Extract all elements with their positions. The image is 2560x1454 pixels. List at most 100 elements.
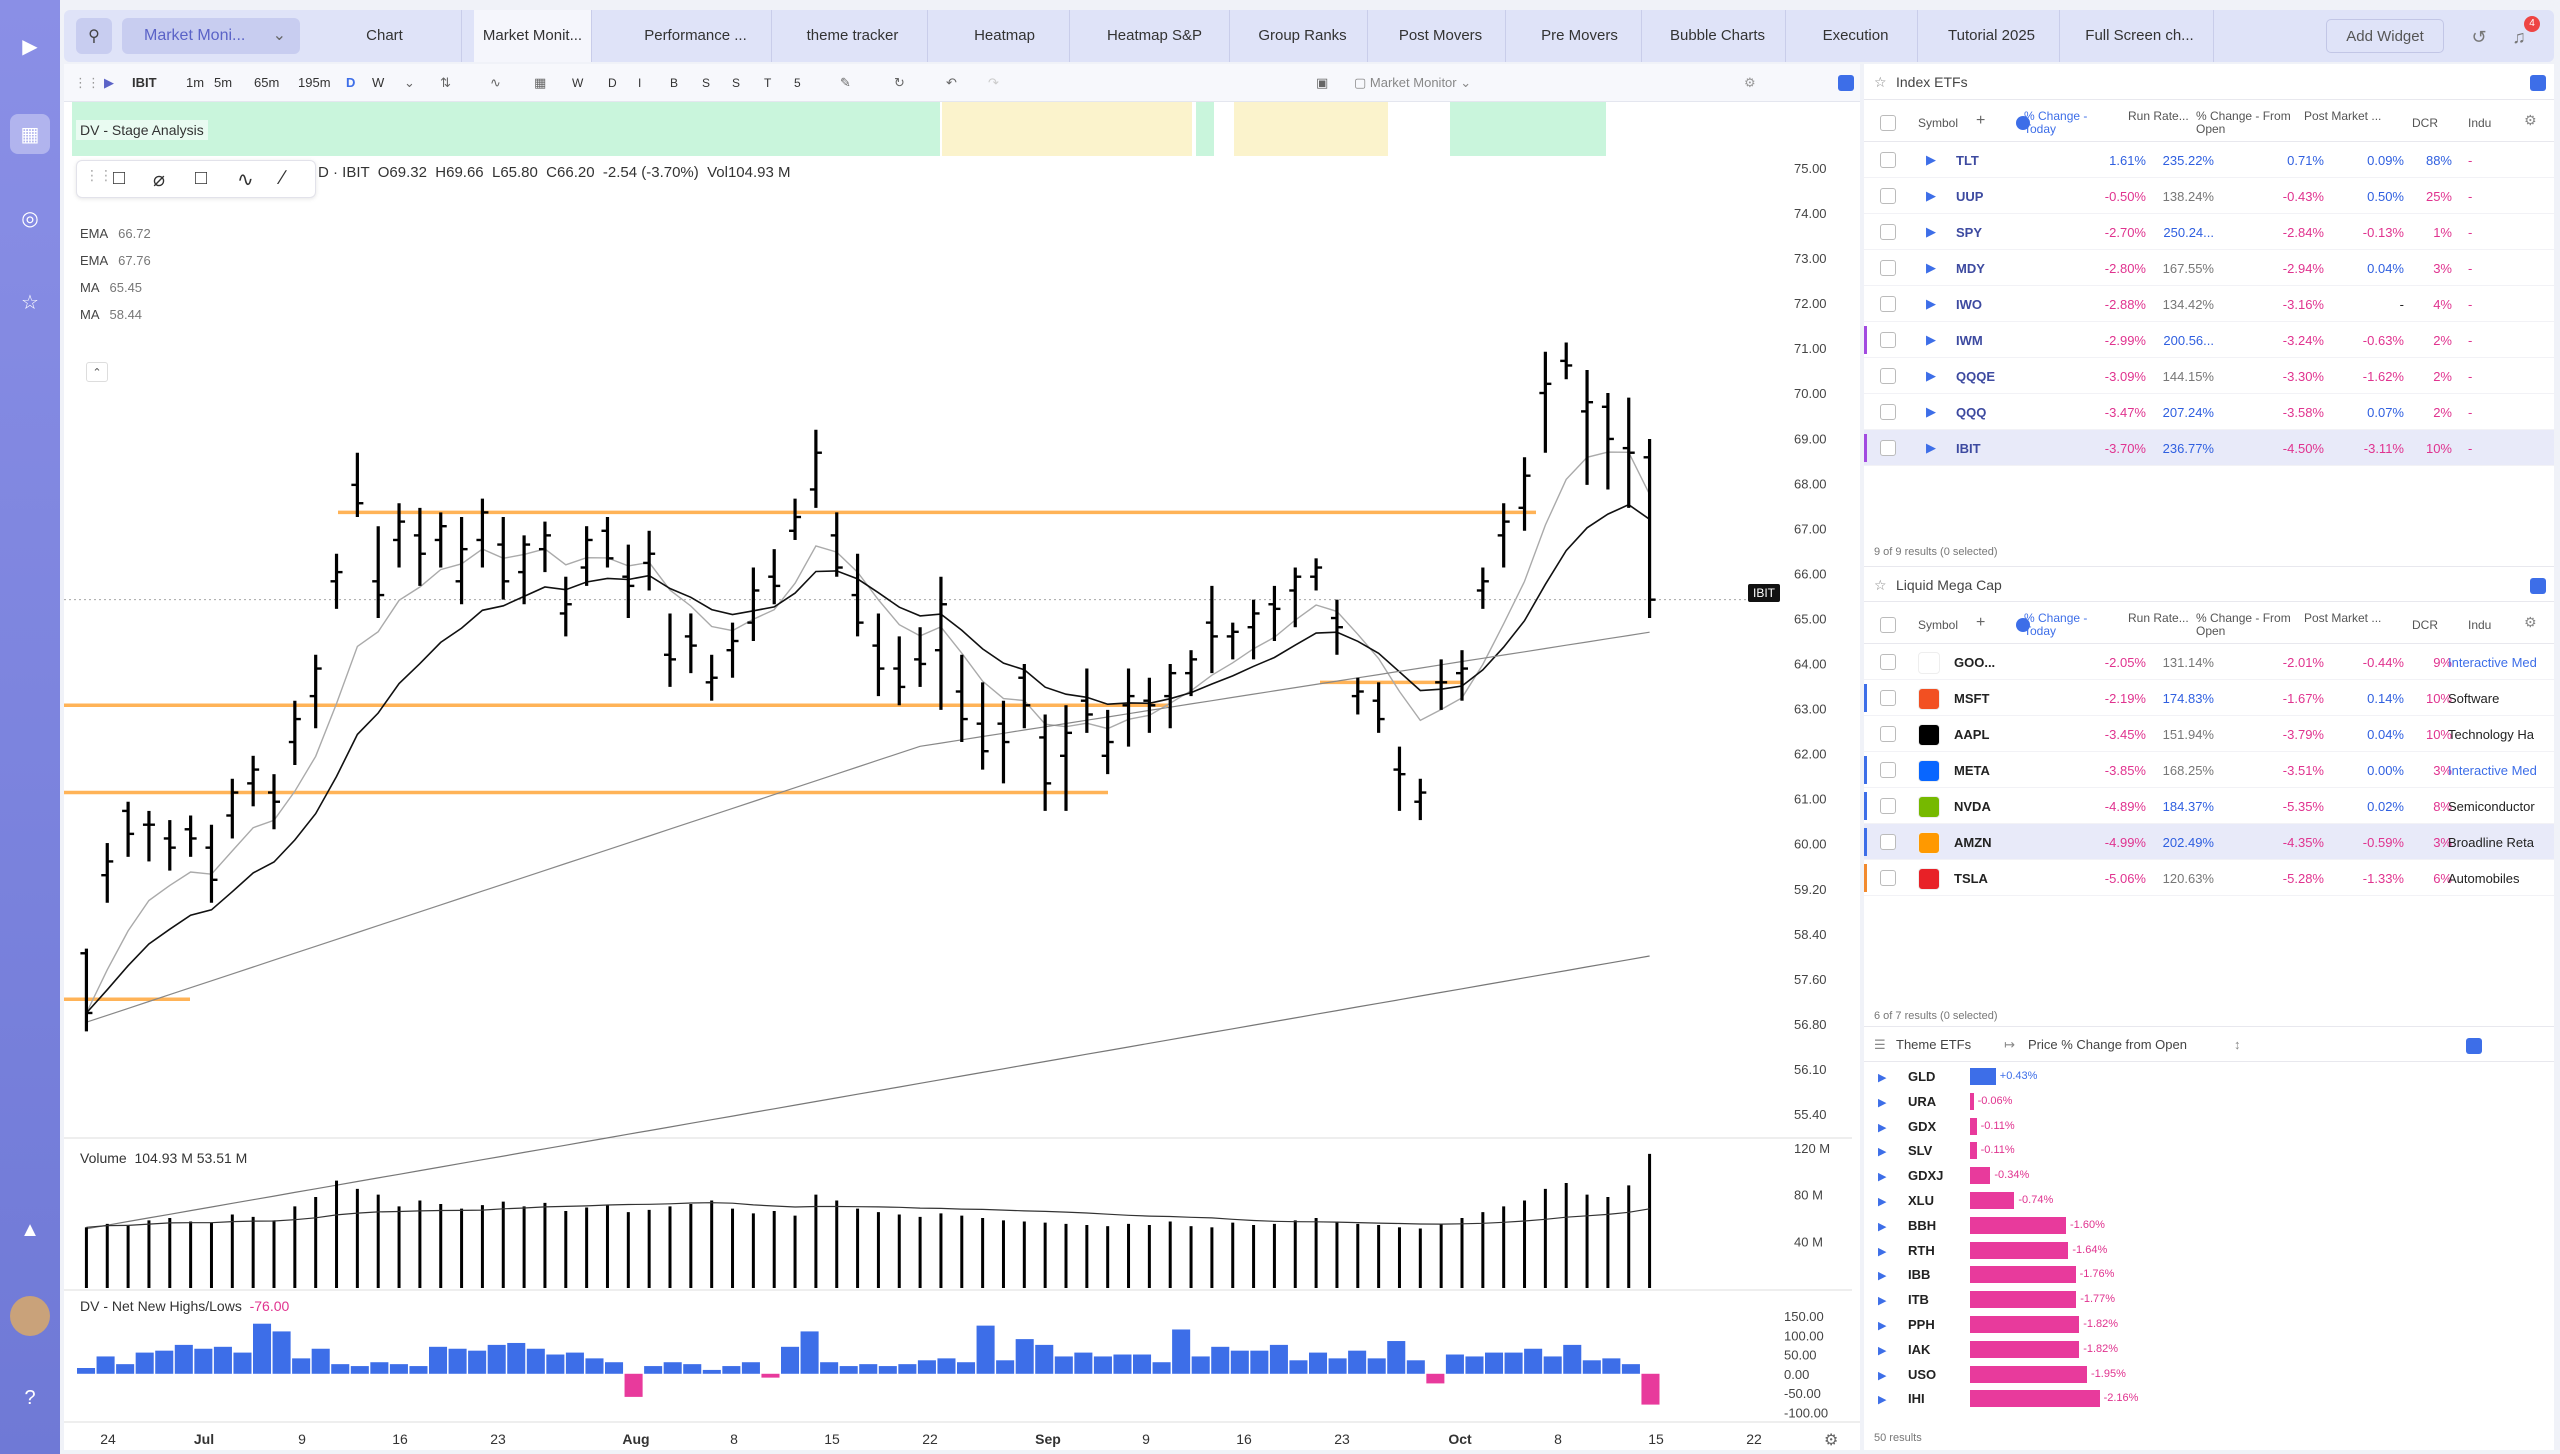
table-row[interactable]: META -3.85% 168.25% -3.51% 0.00% 3% Interactiv…	[1864, 752, 2554, 788]
search-icon[interactable]: ⚲	[76, 18, 112, 54]
symbol-cell[interactable]: IBIT	[1956, 441, 1981, 456]
play-icon[interactable]: ▶	[1926, 332, 1936, 347]
column-header-symbol[interactable]: Symbol	[1918, 116, 1959, 130]
interval-1m-button[interactable]: 1m	[186, 75, 205, 90]
column-header-indu[interactable]: Indu	[2468, 618, 2492, 632]
table-row[interactable]: ▶ IWM -2.99% 200.56... -3.24% -0.63% 2% -	[1864, 322, 2554, 358]
theme-symbol[interactable]: USO	[1908, 1366, 1937, 1382]
column-header-symbol[interactable]: Symbol	[1918, 618, 1959, 632]
column-header-change[interactable]: % Change - Today	[2024, 109, 2088, 136]
play-icon[interactable]: ▶	[1878, 1320, 1887, 1332]
tab-chart[interactable]: Chart	[308, 10, 462, 62]
tab-full-screen-ch[interactable]: Full Screen ch...	[2066, 10, 2214, 62]
symbol-cell[interactable]: NVDA	[1954, 799, 1991, 814]
table-row[interactable]: MSFT -2.19% 174.83% -1.67% 0.14% 10% Software	[1864, 680, 2554, 716]
theme-etf-row[interactable]: ▶ SLV -0.11%	[1864, 1138, 2554, 1163]
table-row[interactable]: ▶ SPY -2.70% 250.24... -2.84% -0.13% 1% -	[1864, 214, 2554, 250]
theme-symbol[interactable]: GLD	[1908, 1069, 1936, 1084]
theme-symbol[interactable]: XLU	[1908, 1193, 1934, 1208]
eraser-icon[interactable]: ✎	[840, 75, 851, 90]
period-button[interactable]: 5	[794, 76, 801, 90]
row-checkbox[interactable]	[1880, 726, 1896, 742]
row-checkbox[interactable]	[1880, 188, 1896, 204]
theme-symbol[interactable]: IBB	[1908, 1267, 1931, 1283]
tab-heatmap[interactable]: Heatmap	[940, 10, 1070, 62]
rectangle-tool-icon[interactable]: □	[113, 167, 126, 189]
tab-performance[interactable]: Performance ...	[620, 10, 772, 62]
theme-etf-row[interactable]: ▶ ITB -1.77%	[1864, 1287, 2554, 1312]
table-row[interactable]: ▶ UUP -0.50% 138.24% -0.43% 0.50% 25% -	[1864, 178, 2554, 214]
row-checkbox[interactable]	[1880, 332, 1896, 348]
add-column-icon[interactable]: +	[1976, 614, 1986, 631]
play-icon[interactable]: ▶	[1878, 1369, 1887, 1382]
period-button[interactable]: B	[670, 76, 679, 90]
theme-symbol[interactable]: URA	[1908, 1093, 1937, 1109]
period-button[interactable]: I	[638, 76, 642, 90]
graduation-cap-icon[interactable]: ▲	[20, 1218, 40, 1241]
table-row[interactable]: ▶ IBIT -3.70% 236.77% -4.50% -3.11% 10% -	[1864, 430, 2554, 466]
symbol-cell[interactable]: UUP	[1956, 189, 1984, 204]
symbol-cell[interactable]: QQQE	[1956, 369, 1996, 384]
add-column-icon[interactable]: +	[1976, 112, 1986, 129]
help-icon[interactable]: ?	[24, 1386, 36, 1409]
play-icon[interactable]: ▶	[1878, 1146, 1887, 1159]
link-color-icon[interactable]	[2530, 578, 2546, 594]
layout-select[interactable]: Market Moni... ⌄	[122, 18, 300, 54]
row-checkbox[interactable]	[1880, 260, 1896, 276]
theme-symbol[interactable]: GDXJ	[1908, 1168, 1944, 1184]
settings-icon[interactable]: ⚙	[1744, 75, 1756, 90]
symbol-cell[interactable]: MDY	[1956, 261, 1985, 276]
tab-execution[interactable]: Execution	[1794, 10, 1918, 62]
theme-etf-row[interactable]: ▶ PPH -1.82%	[1864, 1312, 2554, 1337]
play-icon[interactable]: ▶	[1926, 440, 1936, 455]
period-button[interactable]: S	[702, 76, 711, 90]
tab-market-monit[interactable]: Market Monit...	[474, 10, 592, 62]
symbol-cell[interactable]: SPY	[1956, 225, 1983, 240]
avatar[interactable]	[10, 1296, 50, 1336]
tab-theme-tracker[interactable]: theme tracker	[778, 10, 928, 62]
tab-tutorial-2025[interactable]: Tutorial 2025	[1924, 10, 2060, 62]
row-checkbox[interactable]	[1880, 368, 1896, 384]
chart-settings-icon[interactable]: ⚙	[1824, 1432, 1838, 1449]
table-row[interactable]: ▶ TLT 1.61% 235.22% 0.71% 0.09% 88% -	[1864, 142, 2554, 178]
chevron-down-icon[interactable]: ⌄	[404, 75, 415, 90]
column-header-run[interactable]: Run Rate...	[2128, 109, 2189, 123]
theme-etf-row[interactable]: ▶ IBB -1.76%	[1864, 1262, 2554, 1287]
compare-icon[interactable]: ⇅	[440, 75, 451, 90]
theme-symbol[interactable]: SLV	[1908, 1143, 1933, 1159]
theme-etf-row[interactable]: ▶ BBH -1.60%	[1864, 1213, 2554, 1238]
column-header-dcr[interactable]: DCR	[2412, 618, 2438, 632]
symbol-cell[interactable]: IWO	[1956, 297, 1982, 312]
column-header-dcr[interactable]: DCR	[2412, 116, 2438, 130]
link-color-icon[interactable]	[1838, 75, 1854, 91]
tab-heatmap-s-p[interactable]: Heatmap S&P	[1080, 10, 1230, 62]
collapse-legend-button[interactable]: ⌃	[86, 362, 108, 382]
select-all-checkbox[interactable]	[1880, 115, 1896, 131]
theme-symbol[interactable]: PPH	[1908, 1317, 1935, 1332]
link-color-icon[interactable]	[2530, 75, 2546, 91]
theme-etf-row[interactable]: ▶ XLU -0.74%	[1864, 1188, 2554, 1213]
redo-icon[interactable]: ↷	[988, 75, 999, 90]
layout-name[interactable]: ▢ Market Monitor ⌄	[1354, 75, 1472, 90]
logo-play-icon[interactable]: ▶	[22, 35, 38, 58]
row-checkbox[interactable]	[1880, 296, 1896, 312]
theme-symbol[interactable]: IAK	[1908, 1341, 1931, 1357]
column-header-post[interactable]: Post Market ...	[2304, 109, 2382, 123]
column-header-open[interactable]: % Change - From Open	[2196, 109, 2291, 136]
theme-etf-row[interactable]: ▶ GDXJ -0.34%	[1864, 1163, 2554, 1188]
column-header-indu[interactable]: Indu	[2468, 116, 2492, 130]
refresh-icon[interactable]: ↻	[894, 75, 905, 90]
symbol-cell[interactable]: AMZN	[1954, 835, 1992, 850]
theme-etf-row[interactable]: ▶ GLD +0.43%	[1864, 1064, 2554, 1089]
row-checkbox[interactable]	[1880, 152, 1896, 168]
star-icon[interactable]: ☆	[1874, 74, 1887, 90]
interval-5m-button[interactable]: 5m	[214, 75, 233, 90]
tab-post-movers[interactable]: Post Movers	[1376, 10, 1506, 62]
column-header-post[interactable]: Post Market ...	[2304, 611, 2382, 625]
play-icon[interactable]: ▶	[1878, 1171, 1887, 1184]
table-row[interactable]: TSLA -5.06% 120.63% -5.28% -1.33% 6% Automobil…	[1864, 860, 2554, 896]
tab-bubble-charts[interactable]: Bubble Charts	[1650, 10, 1786, 62]
play-icon[interactable]: ▶	[104, 75, 114, 90]
theme-etf-row[interactable]: ▶ IHI -2.16%	[1864, 1386, 2554, 1411]
period-button[interactable]: W	[572, 76, 584, 90]
